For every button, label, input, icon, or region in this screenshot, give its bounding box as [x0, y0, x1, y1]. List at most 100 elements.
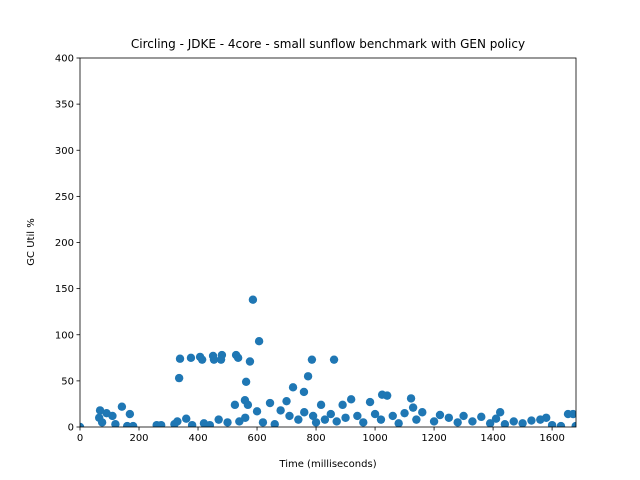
point — [128, 421, 138, 427]
point — [353, 411, 362, 421]
x-tick-label: 1000 — [362, 433, 387, 444]
point — [329, 355, 339, 364]
y-tick-label: 100 — [55, 330, 74, 341]
point — [223, 418, 232, 427]
point — [270, 420, 279, 427]
x-tick-label: 1600 — [539, 433, 564, 444]
point — [316, 400, 326, 410]
y-tick-label: 350 — [55, 100, 74, 111]
point — [117, 402, 127, 411]
point — [429, 417, 439, 426]
point — [230, 400, 240, 410]
point — [156, 420, 166, 427]
point — [97, 418, 107, 427]
point — [233, 353, 243, 363]
point — [320, 415, 330, 424]
point — [308, 411, 318, 421]
point — [400, 408, 409, 418]
x-tick-label: 200 — [129, 433, 148, 444]
y-tick-label: 200 — [55, 238, 74, 249]
point — [418, 408, 427, 417]
point — [338, 400, 347, 410]
y-tick-label: 250 — [55, 192, 74, 203]
y-axis-label: GC Util % — [26, 218, 37, 265]
point — [307, 355, 317, 364]
point — [288, 383, 298, 392]
point — [252, 407, 262, 416]
point — [276, 406, 285, 415]
point — [241, 413, 250, 422]
point — [370, 409, 380, 419]
point — [346, 395, 356, 404]
point — [382, 391, 392, 400]
point — [394, 419, 403, 427]
point — [518, 419, 527, 427]
point — [265, 398, 275, 408]
x-tick-label: 600 — [247, 433, 266, 444]
x-tick-label: 0 — [77, 433, 83, 444]
point — [536, 415, 545, 424]
point — [186, 353, 196, 363]
x-tick-label: 1400 — [480, 433, 505, 444]
points — [80, 295, 576, 427]
point — [468, 417, 477, 426]
point — [527, 416, 536, 425]
point — [485, 419, 495, 427]
y-tick-label: 0 — [68, 423, 74, 434]
point — [303, 372, 313, 381]
point — [258, 418, 268, 427]
x-tick-label: 400 — [188, 433, 207, 444]
point — [311, 418, 321, 427]
point — [175, 354, 185, 363]
plot-frame — [79, 57, 577, 428]
point — [243, 400, 253, 410]
point — [294, 415, 303, 424]
point — [365, 397, 375, 407]
point — [359, 418, 368, 427]
point — [285, 411, 294, 421]
point — [556, 421, 566, 427]
point — [108, 411, 117, 421]
point — [248, 295, 258, 304]
point — [408, 403, 418, 412]
point — [173, 417, 182, 426]
point — [491, 414, 501, 423]
point — [209, 355, 219, 364]
point — [111, 420, 120, 427]
point — [299, 387, 309, 397]
point — [500, 420, 510, 427]
point — [388, 411, 397, 421]
point — [182, 414, 191, 423]
point — [300, 408, 309, 417]
y-tick-label: 150 — [55, 284, 74, 295]
point — [245, 357, 255, 366]
point — [453, 418, 462, 427]
point — [332, 417, 341, 426]
point — [214, 415, 223, 424]
x-axis-label: Time (milliseconds) — [278, 459, 376, 470]
point — [444, 413, 454, 422]
point — [216, 355, 226, 364]
point — [282, 396, 291, 406]
point — [95, 406, 105, 415]
point — [435, 410, 445, 420]
y-tick-label: 300 — [55, 146, 74, 157]
x-tick-label: 800 — [307, 433, 326, 444]
point — [174, 373, 184, 383]
chart-title: Circling - JDKE - 4core - small sunflow … — [131, 37, 525, 51]
point — [459, 411, 468, 421]
point — [495, 408, 505, 417]
point — [326, 409, 336, 419]
point — [205, 420, 215, 427]
point — [563, 409, 573, 419]
point — [241, 377, 251, 386]
point — [509, 417, 518, 426]
point — [80, 422, 85, 427]
point — [571, 421, 576, 427]
point — [412, 415, 421, 424]
point — [406, 394, 416, 403]
point — [125, 409, 135, 419]
point — [376, 415, 386, 424]
y-tick-label: 400 — [55, 54, 74, 65]
